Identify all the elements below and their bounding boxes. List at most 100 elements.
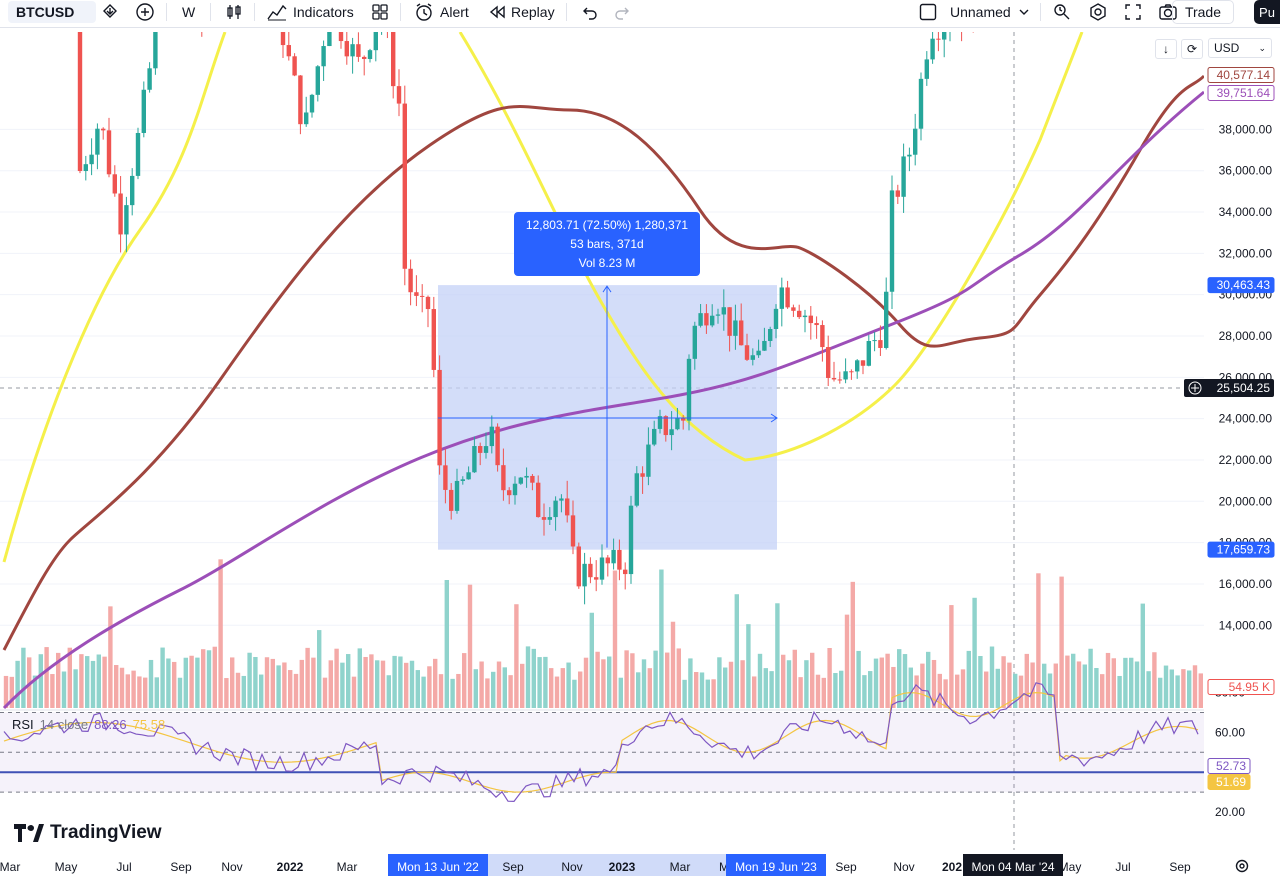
candle-body [698,313,703,326]
replay-button[interactable]: Replay [488,0,555,24]
quick-search-icon[interactable] [1052,0,1072,24]
volume-bar [711,679,716,708]
volume-bar [798,677,803,708]
volume-bar [543,656,548,708]
crosshair-plus-icon [1191,384,1199,392]
volume-bar [537,657,542,708]
camera-icon[interactable] [1158,0,1178,24]
volume-bar [270,658,275,708]
chevron-down-icon: ⌄ [1258,42,1266,53]
interval-button[interactable]: W [182,0,195,24]
chart-type-icon[interactable] [224,0,244,24]
volume-bar [624,650,629,708]
rsi-params: 14 close [39,717,89,732]
trade-button[interactable]: Trade [1171,0,1234,24]
time-range-highlight [388,854,826,876]
volume-bar [723,667,728,708]
volume-bar [1036,573,1041,708]
candle-body [553,500,558,518]
volume-bar [595,651,600,708]
candle-body [582,563,587,587]
volume-bar [375,660,380,708]
candle-body [849,371,854,373]
volume-bar [224,678,229,708]
volume-bar [32,675,38,708]
volume-bar [984,671,989,708]
settings-icon[interactable] [1088,0,1108,24]
volume-bar [392,655,397,708]
crosshair-date-label: Mon 04 Mar '24 [972,860,1055,874]
volume-bar [862,675,867,708]
volume-bar [978,656,983,708]
candle-body [315,66,320,95]
candle-body [814,323,819,326]
candle-body [843,371,848,380]
publish-button[interactable]: Pu [1254,0,1280,24]
price-chart[interactable]: 14,000.0016,000.0018,000.0020,000.0022,0… [0,28,1280,882]
volume-bar [728,661,734,708]
volume-bar [125,674,130,708]
volume-bar [85,656,90,708]
volume-bar [218,559,223,708]
measure-arrow-head [602,285,612,293]
time-axis[interactable]: Mar May Jul Sep Nov 2022 Mar Sep Nov 2023 Mar M Sep N… [0,852,1280,882]
candle-body [855,360,860,372]
candle-body [791,307,796,311]
volume-bar [665,652,670,708]
volume-bar [1134,661,1140,708]
volume-bar [827,648,832,708]
candle-body [454,480,460,511]
candle-body [860,360,866,366]
volume-bar [276,665,281,708]
gear-icon[interactable] [1234,858,1250,879]
price-tick-label: 20,000.00 [1219,494,1273,508]
currency-select[interactable]: USD ⌄ [1208,38,1272,58]
compare-icon[interactable] [100,0,120,24]
volume-bar [1082,664,1087,708]
volume-bar [415,670,420,708]
fullscreen-icon[interactable] [1124,0,1142,24]
candle-body [756,350,761,356]
volume-bar [56,652,61,708]
candle-body [385,28,389,30]
candle-body [443,465,448,490]
refresh-icon[interactable]: ⟳ [1181,39,1203,59]
volume-bar [572,679,577,708]
volume-bar [920,663,925,708]
alert-button[interactable]: Alert [414,0,469,24]
candle-body [826,347,831,378]
volume-bar [1088,648,1093,708]
templates-icon[interactable] [370,0,390,24]
volume-bar [659,569,664,708]
volume-bar [1047,673,1053,708]
volume-bar [833,673,838,708]
candle-body [866,341,871,366]
time-tick-label: Sep [502,860,524,874]
volume-bar [195,657,200,708]
replay-label: Replay [511,4,555,20]
candle-body [147,68,152,90]
time-tick-label: 2022 [277,860,304,874]
volume-bar [1181,669,1186,708]
layout-button[interactable]: Unnamed [918,0,1029,24]
undo-icon[interactable] [580,0,598,24]
candle-body [460,479,465,481]
time-range-label-box [388,854,488,876]
candle-body [547,517,552,520]
volume-bar [264,657,270,708]
volume-bar [792,649,797,708]
price-label: 30,463.43 [1217,278,1271,292]
redo-icon[interactable] [614,0,632,24]
volume-bar [102,656,107,708]
indicators-button[interactable]: Indicators [266,0,354,24]
symbol-search[interactable]: BTCUSD [8,1,96,23]
candle-body [118,193,123,235]
volume-bar [496,661,502,708]
volume-bar [856,650,861,708]
price-label: 39,751.64 [1217,86,1271,100]
volume-bar [949,605,954,708]
add-symbol-icon[interactable] [134,0,156,24]
volume-bar [943,679,948,708]
price-axis[interactable]: 14,000.0016,000.0018,000.0020,000.0022,0… [1184,32,1280,854]
scroll-down-icon[interactable]: ↓ [1155,39,1177,59]
